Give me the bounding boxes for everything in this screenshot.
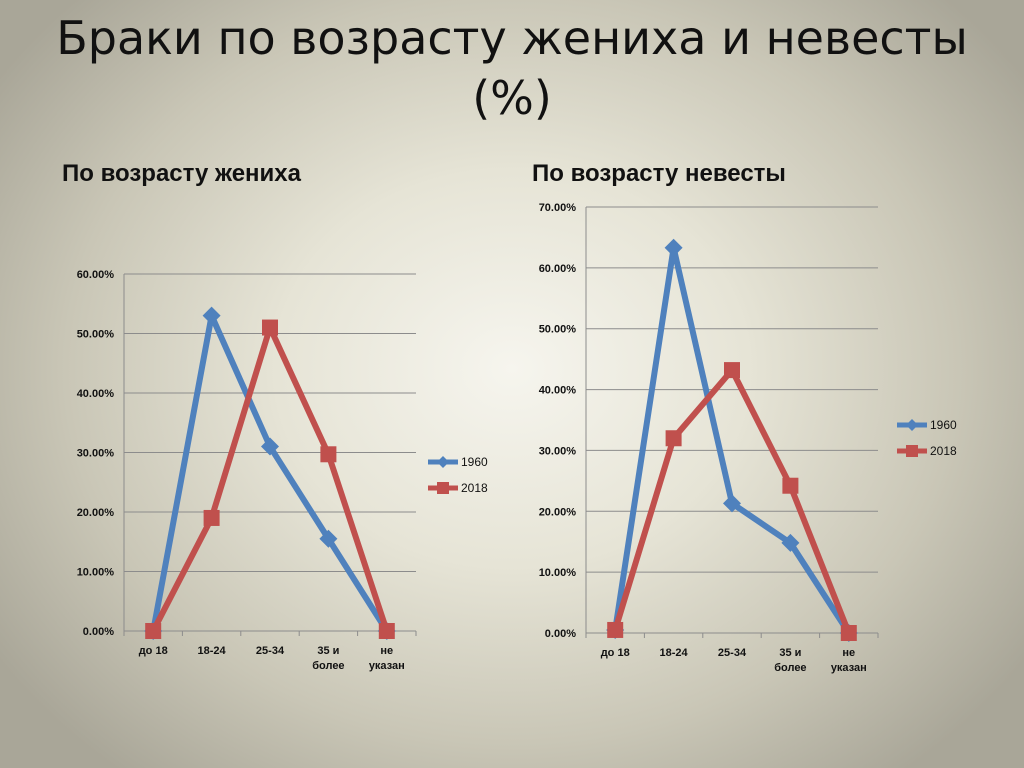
bride-y-tick-label: 40.00% (539, 385, 577, 397)
groom-x-tick-label: 18-24 (198, 645, 227, 657)
bride-point-1960 (723, 494, 741, 513)
bride-x-tick-label: не указан (831, 647, 867, 674)
slide-title-line2: (%) (472, 71, 552, 125)
groom-point-2018 (203, 509, 220, 526)
groom-y-tick-label: 50.00% (77, 329, 115, 341)
bride-x-tick-label: 35 и более (774, 647, 806, 674)
groom-point-2018 (378, 623, 395, 639)
chart-bride-title: По возрасту невесты (532, 160, 786, 187)
groom-point-2018 (145, 623, 162, 639)
bride-legend-label: 2018 (930, 444, 957, 458)
groom-x-tick-label: не указан (369, 645, 405, 672)
bride-point-2018 (607, 621, 624, 638)
bride-y-tick-label: 0.00% (545, 628, 576, 640)
groom-point-1960 (261, 437, 279, 456)
slide-title: Браки по возрасту жениха и невесты (%) (0, 8, 1024, 128)
bride-y-tick-label: 50.00% (539, 324, 577, 336)
bride-y-tick-label: 30.00% (539, 445, 577, 457)
groom-x-tick-label: 35 и более (312, 645, 344, 672)
groom-legend-label: 1960 (461, 455, 488, 469)
groom-point-1960 (202, 306, 221, 325)
bride-series-1960-line (612, 244, 852, 636)
groom-y-tick-label: 0.00% (83, 626, 114, 638)
bride-point-2018 (724, 362, 740, 379)
groom-y-tick-label: 10.00% (77, 567, 115, 579)
bride-legend-label: 1960 (930, 418, 957, 432)
groom-point-2018 (262, 319, 278, 336)
bride-point-1960 (781, 533, 800, 552)
bride-y-tick-label: 20.00% (539, 506, 577, 518)
bride-x-tick-label: 18-24 (660, 647, 689, 659)
bride-x-tick-label: до 18 (601, 647, 630, 659)
bride-point-1960 (664, 238, 683, 257)
bride-point-2018 (840, 625, 857, 641)
groom-point-1960 (319, 529, 338, 548)
groom-x-tick-label: 25-34 (256, 645, 285, 657)
chart-groom-title: По возрасту жениха (62, 160, 302, 187)
bride-y-tick-label: 70.00% (539, 202, 577, 214)
groom-legend-marker-1960 (437, 456, 449, 468)
groom-point-2018 (320, 446, 337, 463)
bride-point-2018 (782, 477, 799, 494)
groom-x-tick-label: до 18 (139, 645, 168, 657)
groom-y-tick-label: 60.00% (77, 269, 115, 281)
bride-x-tick-label: 25-34 (718, 647, 747, 659)
bride-point-2018 (665, 430, 682, 447)
slide-title-line1: Браки по возрасту жениха и невесты (56, 11, 968, 65)
groom-y-tick-label: 30.00% (77, 448, 115, 460)
bride-legend-marker-2018 (906, 445, 918, 457)
groom-legend-marker-2018 (437, 482, 449, 494)
bride-legend-marker-1960 (906, 419, 918, 431)
bride-y-tick-label: 10.00% (539, 567, 577, 579)
bride-y-tick-label: 60.00% (539, 263, 577, 275)
groom-y-tick-label: 20.00% (77, 507, 115, 519)
groom-y-tick-label: 40.00% (77, 388, 115, 400)
groom-legend-label: 2018 (461, 481, 488, 495)
